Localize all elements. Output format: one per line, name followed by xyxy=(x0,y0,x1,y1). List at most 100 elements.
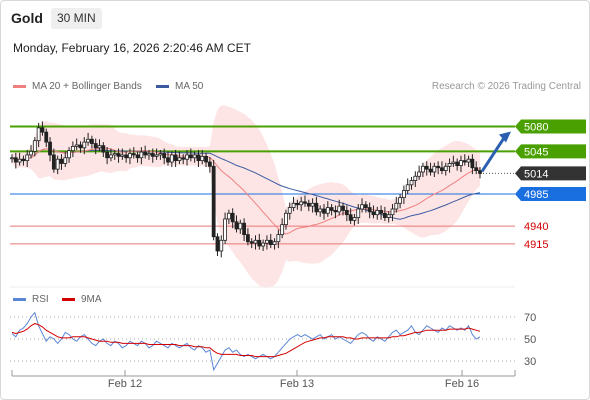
candle-body xyxy=(470,158,475,169)
candle-body xyxy=(55,158,60,170)
candle-body xyxy=(51,154,56,170)
candle-body xyxy=(63,157,68,164)
candle-body xyxy=(371,211,376,216)
ma50-swatch xyxy=(156,85,169,88)
candle-body xyxy=(436,165,441,169)
candle-body xyxy=(17,158,22,163)
legend-rsi-ma-label: 9MA xyxy=(81,294,102,305)
candle-body xyxy=(352,217,357,221)
candle-body xyxy=(257,239,262,247)
candle-body xyxy=(93,143,98,149)
candle-body xyxy=(261,242,266,247)
candle-body xyxy=(200,155,205,162)
rsi-level-label-70: 70 xyxy=(524,312,536,324)
candle-body xyxy=(413,175,418,181)
candle-body xyxy=(246,234,250,243)
level-tag-5014 xyxy=(515,166,586,181)
candle-body xyxy=(295,202,300,206)
candle-body xyxy=(375,210,380,216)
candle-body xyxy=(135,154,140,159)
candle-body xyxy=(48,141,52,156)
candle-body xyxy=(379,210,383,214)
x-tick-label: Feb 13 xyxy=(280,378,314,390)
legend-rsi-ma: 9MA xyxy=(62,294,102,305)
candle-body xyxy=(181,157,186,160)
candle-body xyxy=(36,127,41,142)
candle-body xyxy=(341,205,345,211)
legend-ma50: MA 50 xyxy=(156,81,203,92)
candle-body xyxy=(116,153,121,157)
candle-body xyxy=(139,151,144,159)
candle-body xyxy=(386,214,391,218)
candle-body xyxy=(166,157,170,163)
legend-ma50-label: MA 50 xyxy=(175,81,204,92)
candle-body xyxy=(291,202,296,208)
candle-body xyxy=(158,153,163,156)
candle-body xyxy=(299,201,304,206)
forecast-arrow-shaft xyxy=(480,135,507,173)
candle-body xyxy=(421,165,425,173)
candle-body xyxy=(280,224,285,236)
candle-body xyxy=(466,158,471,163)
candle-body xyxy=(143,151,148,156)
candle-body xyxy=(112,153,117,156)
candle-body xyxy=(356,208,361,218)
level-label-5014: 5014 xyxy=(524,168,548,180)
candle-body xyxy=(390,208,395,216)
level-tag-5080 xyxy=(515,119,586,134)
instrument-title: Gold xyxy=(11,10,43,26)
rsi-level-label-50: 50 xyxy=(524,334,536,346)
candle-body xyxy=(173,154,178,162)
candle-body xyxy=(402,190,406,199)
candle-body xyxy=(124,154,129,159)
candle-body xyxy=(82,141,87,149)
candle-body xyxy=(276,234,281,243)
candle-body xyxy=(284,212,288,226)
candle-body xyxy=(207,161,212,167)
candle-body xyxy=(13,157,18,163)
level-label-4985: 4985 xyxy=(524,189,548,201)
candle-body xyxy=(32,140,37,152)
level-tag-4985 xyxy=(515,187,586,202)
candle-body xyxy=(128,153,132,159)
candle-body xyxy=(322,208,326,214)
candle-body xyxy=(29,150,33,156)
level-label-5045: 5045 xyxy=(524,146,548,158)
candle-body xyxy=(443,165,448,171)
candle-body xyxy=(424,165,429,170)
candle-body xyxy=(131,153,136,156)
candle-body xyxy=(459,160,463,166)
level-tag-5045 xyxy=(515,144,586,159)
candle-body xyxy=(363,204,368,208)
candle-body xyxy=(192,154,197,159)
candle-body xyxy=(109,154,113,159)
bollinger-band xyxy=(12,105,480,288)
candle-body xyxy=(242,222,246,236)
level-label-5080: 5080 xyxy=(524,121,548,133)
candle-body xyxy=(97,145,102,149)
candle-body xyxy=(67,150,71,159)
candle-body xyxy=(344,210,349,216)
candle-body xyxy=(150,153,155,157)
rsi-ma-line xyxy=(11,323,481,358)
candle-body xyxy=(78,144,83,149)
candle-body xyxy=(303,201,307,204)
candle-body xyxy=(318,208,323,213)
candle-body xyxy=(177,157,182,162)
candle-body xyxy=(230,212,235,223)
candle-body xyxy=(238,222,243,230)
candle-body xyxy=(310,202,315,207)
candle-body xyxy=(440,167,444,171)
candle-body xyxy=(196,154,201,162)
candle-body xyxy=(234,221,239,230)
candle-body xyxy=(219,239,224,252)
candle-body xyxy=(101,145,106,153)
candle-body xyxy=(382,212,387,218)
candle-body xyxy=(70,145,75,152)
candle-body xyxy=(169,154,174,163)
candle-body xyxy=(188,154,193,159)
timeframe-button[interactable]: 30 MIN xyxy=(51,8,102,29)
candle-body xyxy=(211,165,216,238)
legend-rsi: RSI xyxy=(13,294,49,305)
candle-body xyxy=(272,241,277,245)
